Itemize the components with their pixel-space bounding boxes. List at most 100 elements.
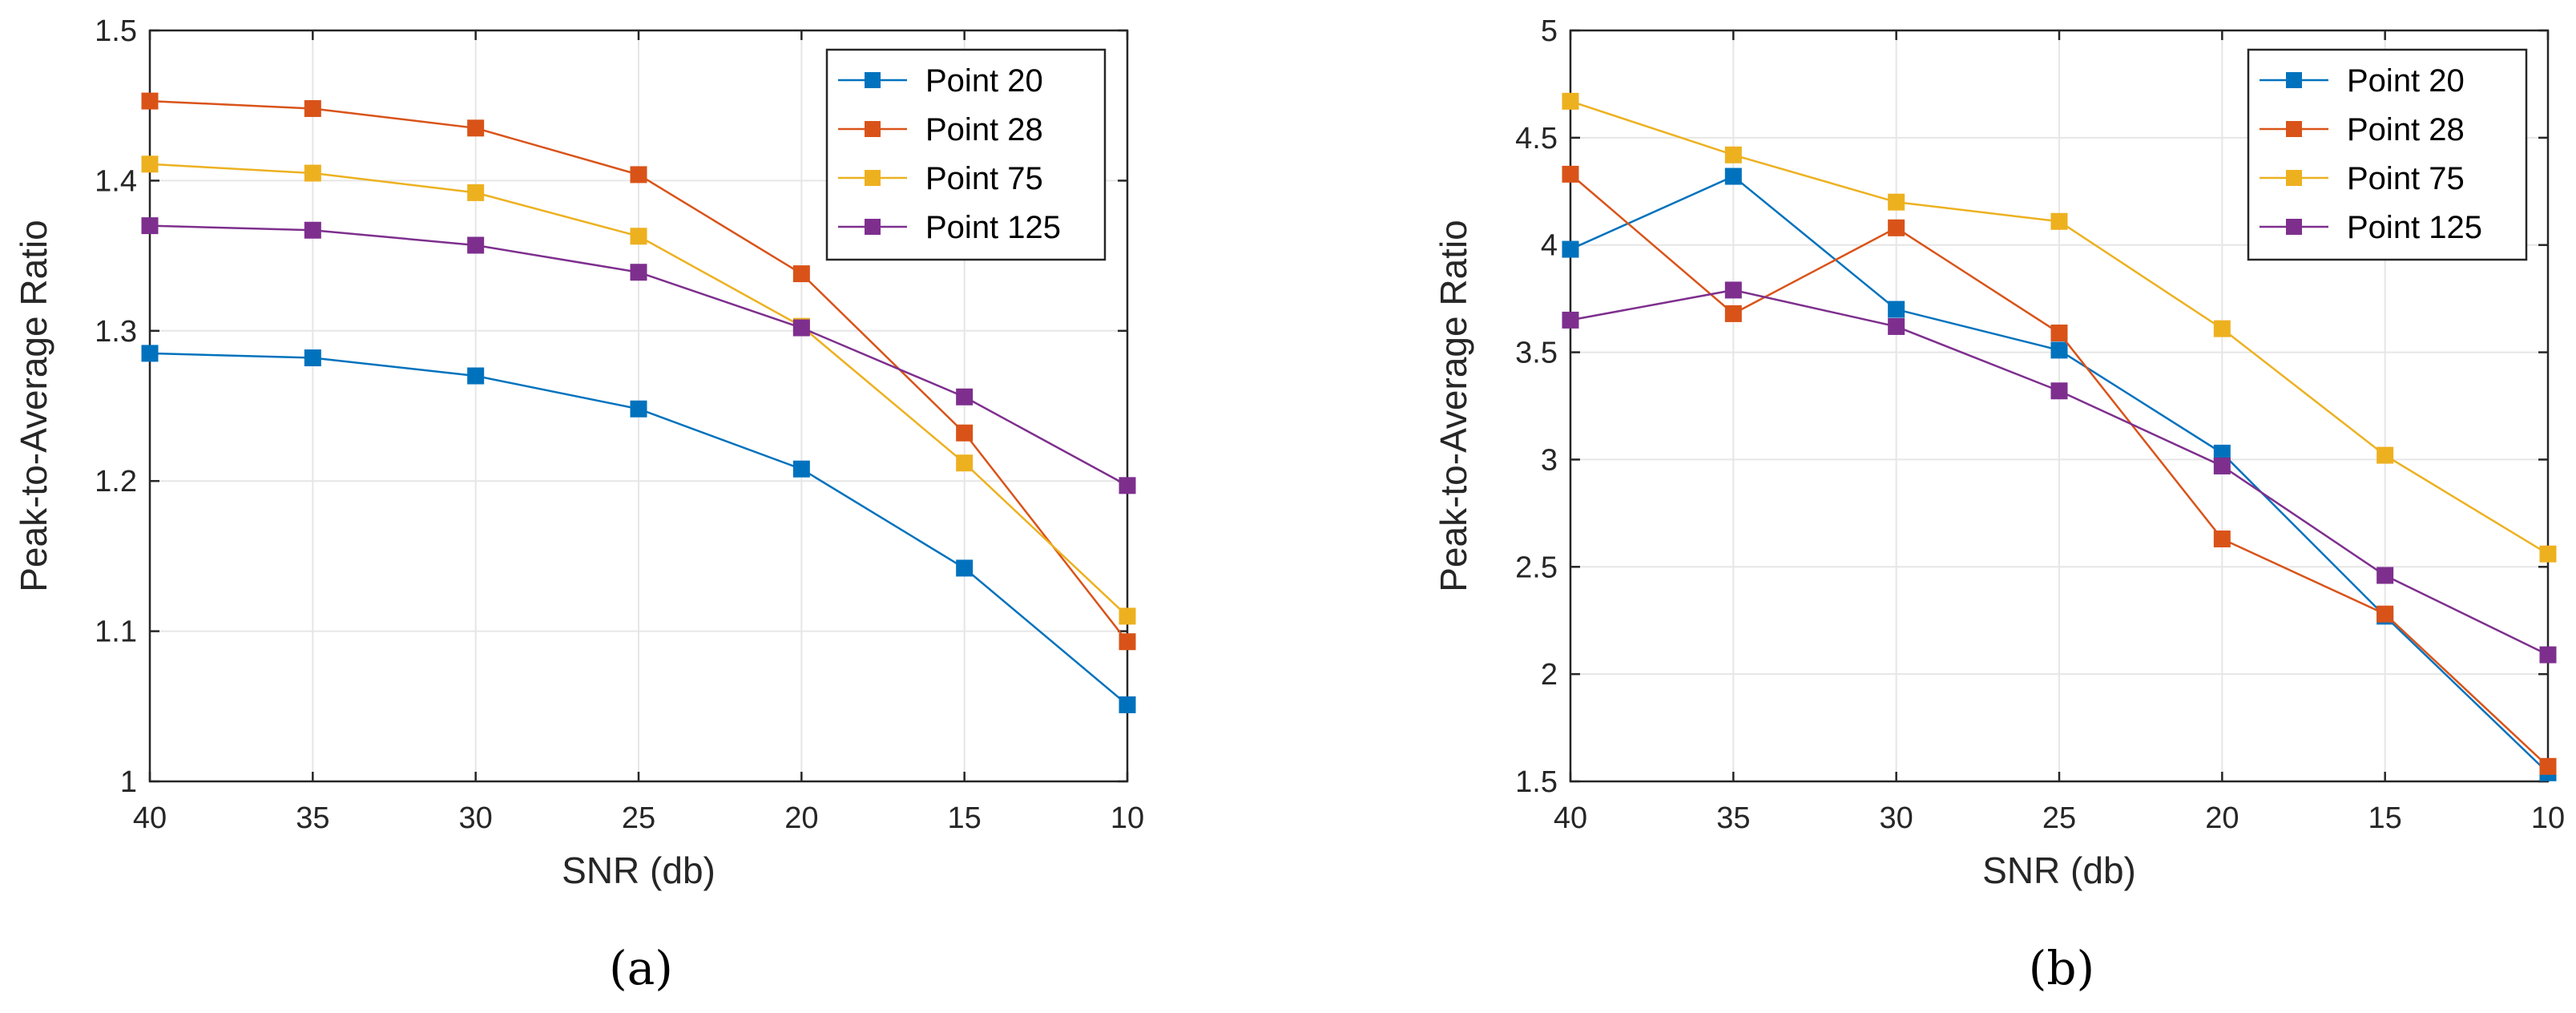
legend-label: Point 20 [925,63,1043,99]
panel-caption: (a) [609,941,673,995]
y-tick-label: 1 [120,765,137,799]
legend-label: Point 20 [2347,63,2465,99]
data-point [2050,341,2068,359]
data-point [792,460,810,478]
data-point [2213,457,2231,474]
data-point [2376,567,2394,584]
y-tick-label: 4 [1541,229,1558,263]
y-tick-label: 1.3 [95,315,137,349]
y-tick-label: 3 [1541,443,1558,477]
x-tick-label: 35 [1716,801,1750,835]
legend-marker [2286,121,2302,137]
x-tick-label: 10 [2531,801,2565,835]
data-point [2376,605,2394,623]
legend-marker [865,170,881,186]
legend-marker [865,219,881,235]
data-point [1888,301,1905,318]
x-tick-label: 15 [2368,801,2402,835]
x-axis-label: SNR (db) [1982,850,2136,891]
legend-entry: Point 28 [2260,112,2465,147]
y-tick-label: 1.1 [95,615,137,649]
y-axis-label: Peak-to-Average Ratio [13,220,54,592]
legend-marker [2286,170,2302,186]
legend: Point 20 Point 28 Point 75 Point 125 [825,48,1107,261]
y-tick-label: 1.2 [95,465,137,498]
data-point [467,119,485,137]
x-tick-label: 25 [622,801,655,835]
data-point [2539,757,2557,775]
x-tick-label: 10 [1111,801,1144,835]
data-point [304,99,321,117]
data-point [792,319,810,337]
x-tick-label: 40 [1554,801,1587,835]
series-point-125 [141,217,1136,494]
legend-entry: Point 28 [838,112,1043,147]
axis-ticks: 40 35 30 25 20 15 10 1 1.1 1.2 1.3 1.4 1.5 [95,14,1144,835]
y-tick-label: 3.5 [1515,337,1558,370]
x-tick-label: 15 [948,801,982,835]
data-point [1888,219,1905,236]
x-tick-label: 30 [1880,801,1913,835]
data-point [956,388,974,406]
data-point [304,221,321,239]
data-point [1724,281,1742,299]
data-point [141,155,159,173]
x-tick-label: 40 [133,801,167,835]
data-point [2213,530,2231,547]
chart-panel-b: 40 35 30 25 20 15 10 1.5 2 2.5 3 3.5 4 4.5 5 SNR (db) Pe… [1433,14,2565,995]
data-point [956,559,974,577]
legend-label: Point 125 [2347,210,2482,245]
legend-marker [2286,219,2302,235]
y-tick-label: 5 [1541,14,1558,48]
data-point [304,349,321,367]
legend-marker [865,121,881,137]
legend-marker [2286,72,2302,88]
legend-label: Point 125 [925,210,1061,245]
x-tick-label: 25 [2042,801,2076,835]
data-point [1888,317,1905,335]
data-point [2050,324,2068,341]
legend-entry: Point 75 [2260,161,2465,196]
data-point [630,228,647,245]
data-point [1119,633,1136,651]
data-point [630,264,647,281]
data-point [1562,311,1579,329]
y-axis-label: Peak-to-Average Ratio [1433,220,1474,592]
chart-panel-a: 40 35 30 25 20 15 10 1 1.1 1.2 1.3 1.4 1.5 SNR (db) Pe… [13,14,1144,995]
series-point-28 [1562,165,2557,775]
data-point [792,265,810,283]
axis-ticks: 40 35 30 25 20 15 10 1.5 2 2.5 3 3.5 4 4.5 5 [1515,14,2565,835]
data-point [1724,146,1742,163]
series-point-28 [141,92,1136,651]
data-point [630,400,647,418]
data-point [1562,92,1579,110]
data-point [2539,545,2557,563]
data-point [467,367,485,385]
y-tick-label: 1.5 [1515,765,1558,799]
data-point [1724,167,1742,185]
x-axis-label: SNR (db) [562,850,716,891]
data-point [467,184,485,201]
y-tick-label: 1.4 [95,164,137,198]
data-point [630,166,647,184]
data-point [2050,212,2068,230]
legend-entry: Point 75 [838,161,1043,196]
legend-marker [865,72,881,88]
legend-label: Point 75 [2347,161,2465,196]
x-tick-label: 20 [784,801,818,835]
legend-entry: Point 20 [2260,63,2465,99]
y-tick-label: 1.5 [95,14,137,48]
data-point [1119,696,1136,713]
legend-entry: Point 20 [838,63,1043,99]
data-point [304,164,321,182]
legend-entry: Point 125 [2260,210,2482,245]
data-point [1562,240,1579,258]
data-point [467,236,485,254]
data-point [2539,646,2557,664]
legend-entry: Point 125 [838,210,1061,245]
series-point-75 [1562,92,2557,563]
data-point [2376,446,2394,464]
y-tick-label: 2.5 [1515,551,1558,584]
legend-label: Point 28 [925,112,1043,147]
